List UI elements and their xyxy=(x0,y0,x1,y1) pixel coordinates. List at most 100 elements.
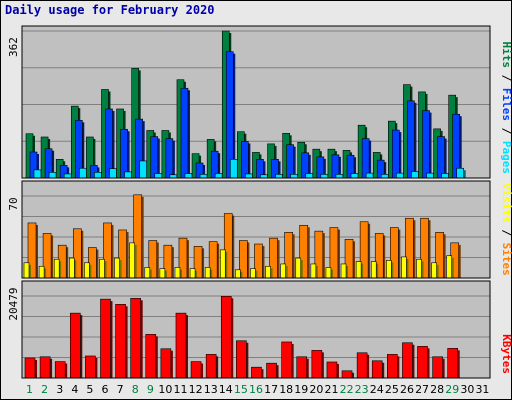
bar-pages-day-11 xyxy=(184,173,193,179)
day-label-18: 18 xyxy=(279,383,293,396)
bar-kbytes-day-21 xyxy=(326,361,338,379)
bar-pages-day-22 xyxy=(350,173,359,179)
legend-item-pages: Pages xyxy=(500,141,512,174)
bar-pages-day-19 xyxy=(305,173,314,179)
bar-kbytes-day-27 xyxy=(417,346,428,379)
bar-visits-day-24 xyxy=(370,261,377,279)
bar-kbytes-day-5 xyxy=(85,355,96,379)
legend-separator: / xyxy=(500,68,512,88)
bar-pages-day-5 xyxy=(94,172,102,179)
bar-visits-day-27 xyxy=(416,258,422,279)
bar-kbytes-day-25 xyxy=(387,354,398,379)
bar-kbytes-day-4 xyxy=(69,312,81,379)
bar-pages-day-29 xyxy=(456,167,465,179)
legend-item-hits: Hits xyxy=(500,42,512,69)
day-label-31: 31 xyxy=(475,383,489,396)
day-label-7: 7 xyxy=(117,383,124,396)
legend-hits-files-pages: Hits / Files / Pages xyxy=(500,42,512,175)
y-max-label: 362 xyxy=(7,37,20,57)
bar-visits-day-20 xyxy=(310,263,317,279)
bar-pages-day-1 xyxy=(33,169,42,179)
bar-kbytes-day-12 xyxy=(190,361,202,379)
y-max-label: 20479 xyxy=(7,287,20,320)
bar-files-day-28 xyxy=(437,136,445,179)
day-label-14: 14 xyxy=(219,383,233,396)
bar-visits-day-4 xyxy=(68,257,75,279)
day-label-27: 27 xyxy=(415,383,429,396)
bar-files-day-9 xyxy=(150,136,159,179)
bar-pages-day-12 xyxy=(199,174,208,179)
bar-pages-day-15 xyxy=(245,173,253,179)
bar-pages-day-6 xyxy=(109,168,117,179)
bar-kbytes-day-7 xyxy=(115,304,126,379)
bar-pages-day-23 xyxy=(365,172,374,179)
bar-pages-day-18 xyxy=(290,174,298,179)
bar-visits-day-2 xyxy=(38,265,45,279)
bar-visits-day-8 xyxy=(129,242,135,279)
bar-kbytes-day-17 xyxy=(266,362,277,379)
bar-kbytes-day-29 xyxy=(447,348,459,379)
bar-visits-day-6 xyxy=(99,258,105,279)
bar-visits-day-15 xyxy=(235,269,241,279)
bar-pages-day-21 xyxy=(335,174,344,179)
day-label-10: 10 xyxy=(158,383,172,396)
bar-visits-day-22 xyxy=(340,263,347,279)
bar-pages-day-20 xyxy=(320,174,329,179)
legend-kbytes: KBytes xyxy=(500,334,512,374)
bar-kbytes-day-24 xyxy=(371,360,383,379)
bar-visits-day-16 xyxy=(250,268,256,279)
day-label-17: 17 xyxy=(264,383,278,396)
panel-border xyxy=(21,180,491,279)
bar-visits-day-19 xyxy=(295,257,302,279)
bar-pages-day-28 xyxy=(441,173,449,179)
day-label-2: 2 xyxy=(41,383,48,396)
bar-visits-day-11 xyxy=(174,267,181,279)
bar-pages-day-17 xyxy=(275,174,283,179)
legend-item-kbytes: KBytes xyxy=(500,334,512,374)
bar-files-day-7 xyxy=(120,128,128,179)
bar-files-day-10 xyxy=(165,138,174,179)
legend-visits-sites: Visits / Sites xyxy=(500,183,512,276)
bar-kbytes-day-3 xyxy=(54,361,66,379)
bar-visits-day-9 xyxy=(144,267,151,279)
bar-visits-day-5 xyxy=(84,262,90,279)
bar-kbytes-day-8 xyxy=(130,298,141,379)
bar-kbytes-day-10 xyxy=(160,348,172,379)
bar-visits-day-26 xyxy=(401,256,407,279)
legend-separator: / xyxy=(500,223,512,243)
day-label-16: 16 xyxy=(249,383,263,396)
day-label-1: 1 xyxy=(26,383,33,396)
day-label-19: 19 xyxy=(294,383,308,396)
day-label-12: 12 xyxy=(189,383,203,396)
bar-files-day-11 xyxy=(180,87,189,179)
bar-visits-day-28 xyxy=(431,262,437,279)
day-label-29: 29 xyxy=(445,383,459,396)
day-label-8: 8 xyxy=(132,383,139,396)
bar-visits-day-29 xyxy=(446,255,453,279)
bar-pages-day-3 xyxy=(63,173,72,179)
day-label-25: 25 xyxy=(385,383,399,396)
bar-kbytes-day-9 xyxy=(145,334,157,379)
day-label-28: 28 xyxy=(430,383,444,396)
bar-visits-day-14 xyxy=(219,249,226,279)
bar-files-day-23 xyxy=(361,138,370,179)
day-label-11: 11 xyxy=(174,383,188,396)
bar-pages-day-26 xyxy=(411,171,419,179)
day-label-23: 23 xyxy=(355,383,369,396)
day-label-24: 24 xyxy=(370,383,384,396)
bar-visits-day-12 xyxy=(189,268,196,279)
bar-files-day-25 xyxy=(392,129,400,179)
y-max-label: 70 xyxy=(7,197,20,210)
bar-kbytes-day-18 xyxy=(281,341,292,379)
bar-kbytes-day-19 xyxy=(296,356,308,379)
bar-visits-day-10 xyxy=(159,268,166,279)
legend-item-visits: Visits xyxy=(500,183,512,223)
bar-files-day-27 xyxy=(422,110,430,179)
panel-border xyxy=(21,280,491,379)
bar-files-day-26 xyxy=(407,100,415,179)
legend-item-sites: Sites xyxy=(500,243,512,276)
bar-kbytes-day-6 xyxy=(100,298,111,379)
legend-item-files: Files xyxy=(500,88,512,121)
day-label-5: 5 xyxy=(86,383,93,396)
